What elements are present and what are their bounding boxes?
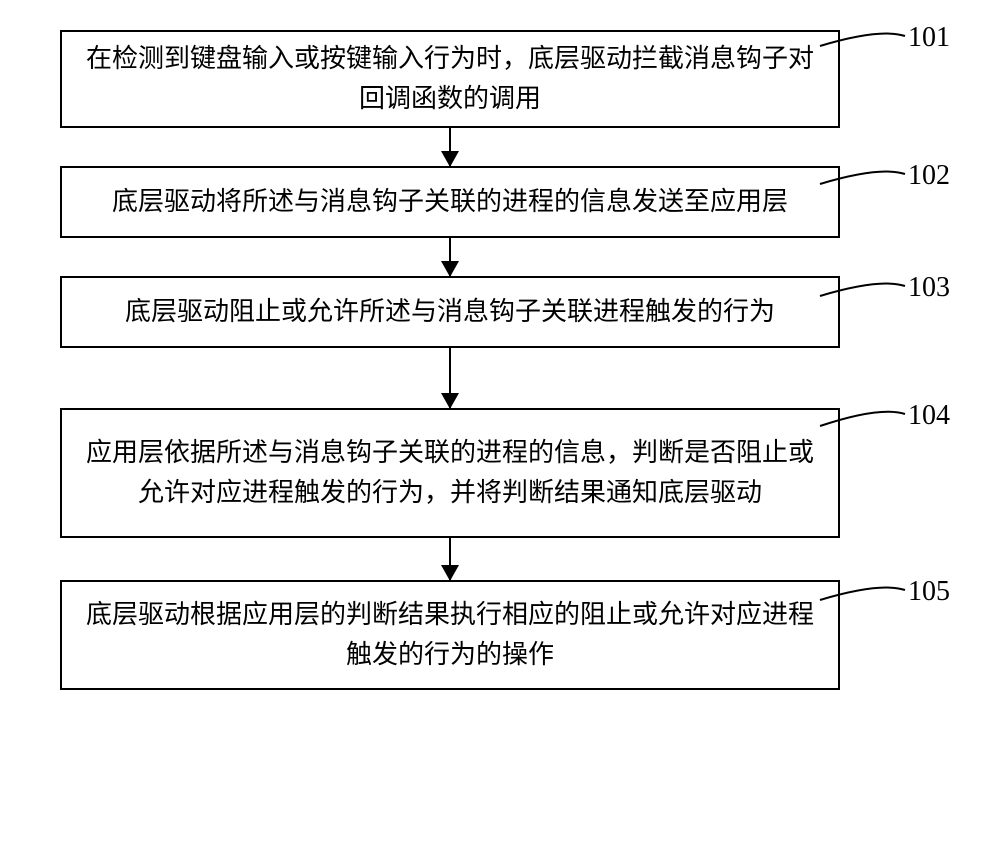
label-104: 104	[908, 400, 950, 432]
label-101: 101	[908, 22, 950, 54]
step-105: 底层驱动根据应用层的判断结果执行相应的阻止或允许对应进程触发的行为的操作	[60, 580, 840, 690]
step-text: 在检测到键盘输入或按键输入行为时，底层驱动拦截消息钩子对回调函数的调用	[82, 39, 818, 120]
step-102: 底层驱动将所述与消息钩子关联的进程的信息发送至应用层	[60, 166, 840, 238]
step-103: 底层驱动阻止或允许所述与消息钩子关联进程触发的行为	[60, 276, 840, 348]
label-105: 105	[908, 576, 950, 608]
arrow-1-2	[449, 128, 451, 166]
step-text: 底层驱动根据应用层的判断结果执行相应的阻止或允许对应进程触发的行为的操作	[82, 595, 818, 676]
arrow-3-4	[449, 348, 451, 408]
step-text: 底层驱动将所述与消息钩子关联的进程的信息发送至应用层	[112, 182, 788, 222]
label-103: 103	[908, 272, 950, 304]
arrow-2-3	[449, 238, 451, 276]
step-text: 应用层依据所述与消息钩子关联的进程的信息，判断是否阻止或允许对应进程触发的行为，…	[82, 433, 818, 514]
flowchart-container: 在检测到键盘输入或按键输入行为时，底层驱动拦截消息钩子对回调函数的调用 底层驱动…	[40, 30, 860, 690]
step-104: 应用层依据所述与消息钩子关联的进程的信息，判断是否阻止或允许对应进程触发的行为，…	[60, 408, 840, 538]
step-101: 在检测到键盘输入或按键输入行为时，底层驱动拦截消息钩子对回调函数的调用	[60, 30, 840, 128]
label-102: 102	[908, 160, 950, 192]
arrow-4-5	[449, 538, 451, 580]
step-text: 底层驱动阻止或允许所述与消息钩子关联进程触发的行为	[125, 292, 775, 332]
